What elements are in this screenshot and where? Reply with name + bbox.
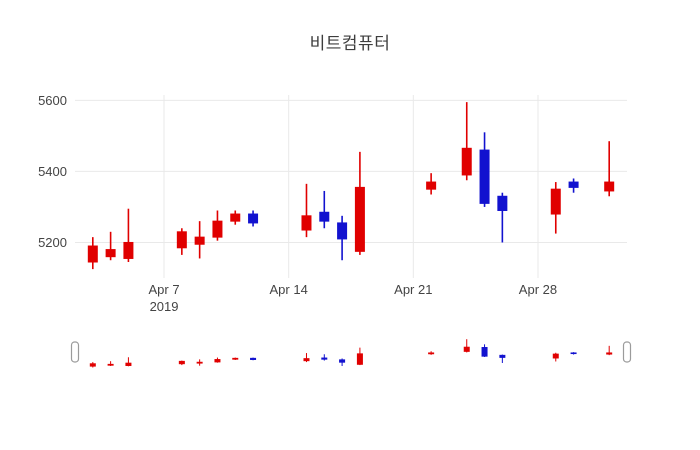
y-tick-label: 5600 bbox=[38, 93, 67, 108]
rangeslider-mini-candle-body bbox=[606, 352, 613, 355]
candle-body bbox=[105, 249, 116, 258]
candle-body bbox=[230, 213, 241, 222]
rangeslider-mini-candle-body bbox=[214, 359, 221, 363]
candle-body bbox=[604, 181, 615, 192]
rangeslider-mini-candle-body bbox=[481, 347, 488, 357]
rangeslider-mini-candle-body bbox=[107, 363, 114, 366]
candle-body bbox=[354, 186, 365, 252]
x-tick-year-label: 2019 bbox=[150, 299, 179, 314]
rangeslider-mini-candle-body bbox=[321, 357, 328, 360]
rangeslider-mini-candle-body bbox=[570, 352, 577, 355]
x-tick-label: Apr 28 bbox=[519, 282, 557, 297]
rangeslider-right-handle[interactable] bbox=[622, 341, 632, 363]
chart-title: 비트컴퓨터 bbox=[309, 34, 391, 53]
rangeslider-mini-candle-body bbox=[428, 352, 435, 355]
rangeslider-mini-candle-body bbox=[499, 354, 506, 358]
rangeslider-left-handle[interactable] bbox=[70, 341, 80, 363]
candle-body bbox=[426, 181, 437, 190]
rangeslider-mini-candle-body bbox=[232, 357, 239, 360]
candle-body bbox=[319, 211, 330, 222]
candle-body bbox=[248, 213, 259, 224]
rangeslider-mini-candle-body bbox=[552, 353, 559, 359]
rangeslider-mini-candle-body bbox=[339, 359, 346, 363]
rangeslider-mini-candle-body bbox=[178, 360, 185, 365]
candle-body bbox=[87, 245, 98, 263]
candle-body bbox=[550, 188, 561, 215]
candle-body bbox=[337, 222, 348, 240]
rangeslider-mini-candle-body bbox=[303, 358, 310, 362]
rangeslider-mini-candle-body bbox=[125, 362, 132, 366]
x-tick-label: Apr 21 bbox=[394, 282, 432, 297]
rangeslider-mini-candle-body bbox=[89, 363, 96, 367]
candle-body bbox=[568, 181, 579, 188]
candle-body bbox=[176, 231, 187, 249]
candle-body bbox=[212, 220, 223, 238]
x-tick-label: Apr 7 bbox=[148, 282, 179, 297]
candle-body bbox=[461, 147, 472, 176]
y-tick-label: 5400 bbox=[38, 164, 67, 179]
candle-body bbox=[479, 149, 490, 204]
candle-body bbox=[194, 236, 205, 245]
rangeslider-mini-candle-body bbox=[196, 361, 203, 364]
y-tick-label: 5200 bbox=[38, 235, 67, 250]
rangeslider-mini-candle-body bbox=[356, 353, 363, 365]
candle-body bbox=[123, 241, 134, 259]
candle-body bbox=[301, 215, 312, 231]
candle-body bbox=[497, 195, 508, 211]
rangeslider-track[interactable] bbox=[75, 333, 627, 371]
rangeslider-mini-candle-body bbox=[250, 357, 257, 360]
x-tick-label: Apr 14 bbox=[270, 282, 308, 297]
rangeslider-mini-candle-body bbox=[463, 346, 470, 352]
